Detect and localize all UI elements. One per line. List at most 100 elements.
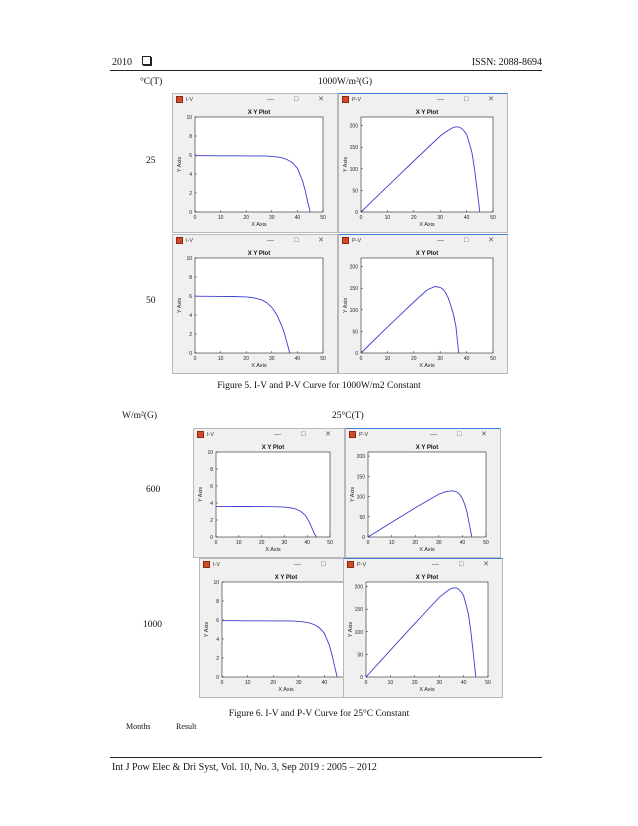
x-tick-label: 10 (245, 680, 251, 686)
y-tick-label: 50 (352, 329, 358, 335)
plot-area (194, 257, 324, 354)
title-bar[interactable]: I-V — □ ✕ (194, 429, 344, 441)
x-tick-label: 0 (367, 540, 370, 546)
plot-area (360, 116, 494, 213)
plot-area (360, 257, 494, 354)
window-title: I-V (213, 562, 221, 568)
window-controls[interactable]: — □ ✕ (267, 237, 333, 244)
fig6-col-temp: 25°C(T) (332, 411, 364, 421)
x-tick-label: 0 (194, 215, 197, 221)
y-tick-label: 0 (189, 210, 192, 216)
x-tick-label: 40 (304, 540, 310, 546)
fig6-pv-1000-window[interactable]: P-V — □ ✕ X Y Plot 0 10 20 30 40 50 0 50 100 150 20… (343, 558, 503, 698)
x-tick-label: 50 (320, 215, 326, 221)
x-tick-label: 10 (385, 356, 391, 362)
series-line (367, 490, 473, 538)
fig5-pv-25-window[interactable]: P-V — □ ✕ X Y Plot 0 10 20 30 40 50 0 50 100 150 20… (338, 93, 508, 233)
x-tick-label: 40 (464, 215, 470, 221)
fig6-pv-600-window[interactable]: P-V — □ ✕ X Y Plot 0 10 20 30 40 50 0 50 100 150 20… (345, 428, 501, 558)
window-controls[interactable]: — □ ✕ (430, 431, 496, 438)
x-tick-label: 0 (360, 215, 363, 221)
x-tick-label: 40 (322, 680, 328, 686)
window-controls[interactable]: — □ ✕ (274, 431, 340, 438)
y-tick-label: 6 (189, 294, 192, 300)
title-bar[interactable]: P-V — □ ✕ (344, 559, 502, 571)
title-bar[interactable]: P-V — □ ✕ (339, 235, 507, 247)
issn: ISSN: 2088-8694 (471, 57, 542, 68)
y-tick-label: 200 (350, 124, 359, 130)
plot-title: X Y Plot (416, 575, 438, 581)
window-controls[interactable]: — □ ✕ (294, 561, 360, 568)
x-tick-label: 10 (218, 356, 224, 362)
chart-f6-iv-600: X Y Plot 0 10 20 30 40 50 0 2 4 6 8 10 X Axis Y Axis (194, 441, 344, 557)
x-tick-label: 0 (360, 356, 363, 362)
x-tick-label: 50 (327, 540, 333, 546)
y-axis-label: Y Axis (204, 622, 210, 637)
plot-title: X Y Plot (416, 110, 438, 116)
fig5-iv-25-window[interactable]: I-V — □ ✕ X Y Plot 0 10 20 30 40 50 0 2 4 6 8 10 X Ax… (172, 93, 338, 233)
fig6-iv-600-window[interactable]: I-V — □ ✕ X Y Plot 0 10 20 30 40 50 0 2 4 6 8 10 X Ax… (193, 428, 345, 558)
table-col-months: Months (126, 722, 151, 731)
window-controls[interactable]: — □ ✕ (267, 96, 333, 103)
x-tick-label: 50 (483, 540, 489, 546)
title-bar[interactable]: I-V — □ ✕ (200, 559, 364, 571)
x-tick-label: 40 (461, 680, 467, 686)
y-axis-label: Y Axis (343, 298, 349, 313)
chart-f5-pv-50: X Y Plot 0 10 20 30 40 50 0 50 100 150 200 X Axis Y A… (339, 247, 507, 373)
y-tick-label: 100 (350, 308, 359, 314)
series-line (222, 620, 338, 678)
x-tick-label: 50 (485, 680, 491, 686)
x-tick-label: 40 (464, 356, 470, 362)
x-tick-label: 0 (215, 540, 218, 546)
plot-area (367, 451, 487, 538)
window-controls[interactable]: — □ ✕ (432, 561, 498, 568)
y-tick-label: 150 (350, 145, 359, 151)
fig5-col-irr: 1000W/m²(G) (318, 77, 373, 87)
fig6-col-irr: W/m²(G) (122, 411, 158, 421)
matlab-figure-icon (203, 561, 210, 568)
window-title: I-V (207, 432, 215, 438)
y-tick-label: 50 (357, 652, 363, 658)
title-bar[interactable]: P-V — □ ✕ (346, 429, 500, 441)
chart-f5-iv-50: X Y Plot 0 10 20 30 40 50 0 2 4 6 8 10 X Axis Y Axis (173, 247, 337, 373)
y-tick-label: 200 (350, 265, 359, 271)
x-tick-label: 30 (436, 680, 442, 686)
y-tick-label: 8 (189, 134, 192, 140)
x-tick-label: 10 (218, 215, 224, 221)
x-tick-label: 20 (412, 680, 418, 686)
y-tick-label: 8 (216, 599, 219, 605)
y-tick-label: 100 (357, 495, 366, 501)
x-tick-label: 40 (295, 356, 301, 362)
fig5-pv-50-window[interactable]: P-V — □ ✕ X Y Plot 0 10 20 30 40 50 0 50 100 150 20… (338, 234, 508, 374)
y-tick-label: 6 (210, 484, 213, 490)
series-line (360, 286, 460, 354)
y-axis-label: Y Axis (348, 622, 354, 637)
window-controls[interactable]: — □ ✕ (437, 237, 503, 244)
y-tick-label: 10 (213, 580, 219, 586)
y-axis-label: Y Axis (177, 298, 183, 313)
fig6-iv-1000-window[interactable]: I-V — □ ✕ X Y Plot 0 10 20 30 40 50 0 2 4 6 8 10 X Ax… (199, 558, 365, 698)
matlab-figure-icon (342, 237, 349, 244)
x-axis-label: X Axis (278, 687, 294, 693)
y-tick-label: 2 (189, 332, 192, 338)
window-controls[interactable]: — □ ✕ (437, 96, 503, 103)
matlab-figure-icon (347, 561, 354, 568)
x-tick-label: 40 (460, 540, 466, 546)
series-line (195, 155, 311, 213)
title-bar[interactable]: I-V — □ ✕ (173, 235, 337, 247)
fig5-iv-50-window[interactable]: I-V — □ ✕ X Y Plot 0 10 20 30 40 50 0 2 4 6 8 10 X Ax… (172, 234, 338, 374)
y-tick-label: 150 (357, 474, 366, 480)
y-axis-label: Y Axis (198, 487, 204, 502)
header-square-icon (142, 56, 151, 65)
y-tick-label: 10 (186, 256, 192, 262)
fig6-row-600: 600 (146, 485, 161, 495)
fig6-row-1000: 1000 (143, 620, 162, 630)
title-bar[interactable]: I-V — □ ✕ (173, 94, 337, 106)
fig5-row-25: 25 (146, 156, 156, 166)
title-bar[interactable]: P-V — □ ✕ (339, 94, 507, 106)
y-axis-label: Y Axis (350, 487, 356, 502)
chart-f6-pv-600: X Y Plot 0 10 20 30 40 50 0 50 100 150 200 X Axis Y A… (346, 441, 500, 557)
x-tick-label: 0 (194, 356, 197, 362)
window-title: P-V (352, 238, 362, 244)
y-axis-label: Y Axis (177, 157, 183, 172)
